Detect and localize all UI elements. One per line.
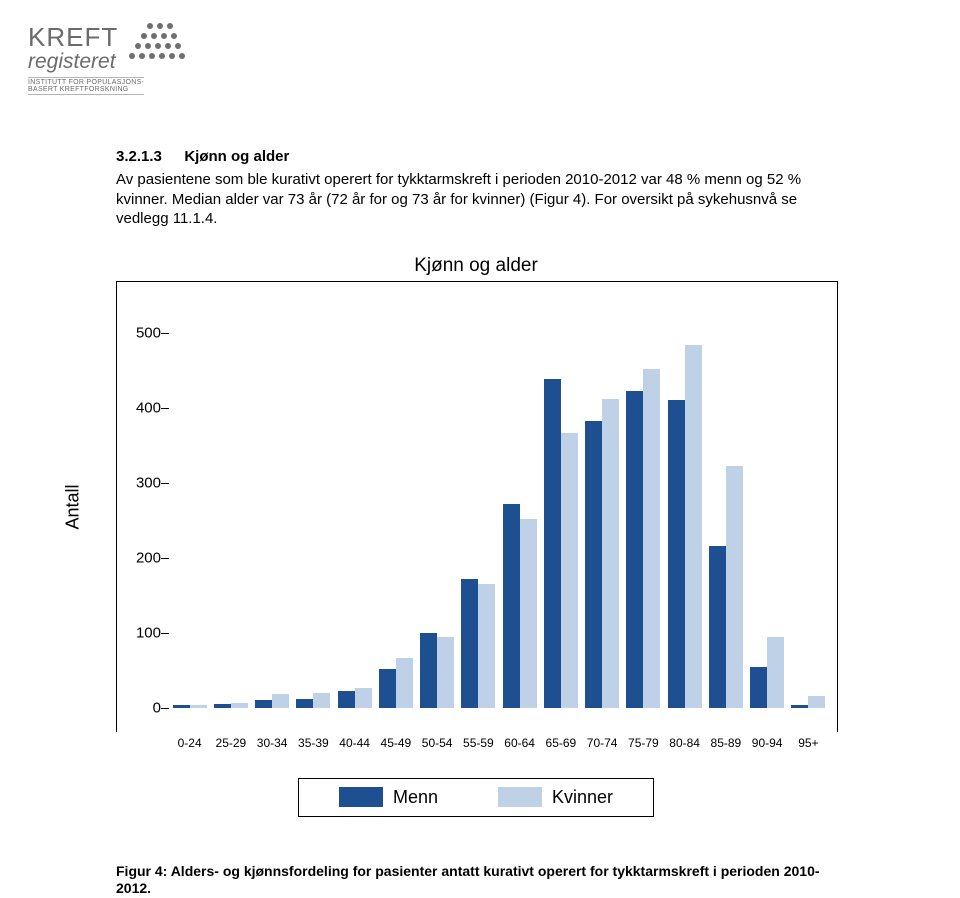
- ytick-label: 400: [121, 399, 161, 416]
- bar-menn: [255, 700, 272, 707]
- bar-menn: [214, 704, 231, 708]
- bar-menn: [338, 691, 355, 707]
- bar-kvinner: [767, 637, 784, 707]
- figure-caption: Figur 4: Alders- og kjønnsfordeling for …: [116, 863, 836, 898]
- legend-swatch-menn: [339, 787, 383, 807]
- xtick-label: 25-29: [216, 736, 247, 750]
- xtick-label: 45-49: [381, 736, 412, 750]
- xtick-label: 70-74: [587, 736, 618, 750]
- xtick-label: 90-94: [752, 736, 783, 750]
- logo-tagline: INSTITUTT FOR POPULASJONS-BASERT KREFTFO…: [28, 77, 144, 95]
- xtick-label: 40-44: [339, 736, 370, 750]
- bar-kvinner: [602, 399, 619, 708]
- section-number: 3.2.1.3: [116, 148, 162, 165]
- bar-menn: [750, 667, 767, 707]
- legend-item-kvinner: Kvinner: [498, 787, 613, 808]
- xtick-label: 50-54: [422, 736, 453, 750]
- chart-legend: Menn Kvinner: [298, 778, 654, 817]
- bar-kvinner: [561, 433, 578, 707]
- section-title: Kjønn og alder: [184, 148, 289, 165]
- ytick-label: 0: [121, 699, 161, 716]
- bar-kvinner: [685, 345, 702, 708]
- bar-menn: [296, 699, 313, 708]
- chart-title: Kjønn og alder: [116, 255, 836, 277]
- xtick-label: 35-39: [298, 736, 329, 750]
- bar-kvinner: [231, 703, 248, 707]
- xtick-label: 65-69: [546, 736, 577, 750]
- bar-menn: [709, 546, 726, 708]
- bar-kvinner: [355, 688, 372, 707]
- bar-menn: [626, 391, 643, 707]
- bar-kvinner: [478, 584, 495, 708]
- bar-menn: [503, 504, 520, 708]
- xtick-label: 85-89: [711, 736, 742, 750]
- bar-menn: [420, 633, 437, 708]
- logo-line2: registeret: [28, 51, 118, 73]
- legend-swatch-kvinner: [498, 787, 542, 807]
- xtick-label: 30-34: [257, 736, 288, 750]
- logo-dots-icon: [126, 18, 196, 69]
- section-heading: 3.2.1.3 Kjønn og alder: [116, 148, 836, 166]
- xtick-label: 60-64: [504, 736, 535, 750]
- ytick-label: 300: [121, 474, 161, 491]
- bar-kvinner: [313, 693, 330, 708]
- bar-menn: [461, 579, 478, 708]
- chart: 0100200300400500 0-2425-2930-3435-3940-4…: [116, 281, 838, 732]
- bar-menn: [544, 379, 561, 707]
- ytick-label: 200: [121, 549, 161, 566]
- bar-kvinner: [520, 519, 537, 708]
- logo-line1: KREFT: [28, 24, 118, 51]
- bar-menn: [585, 421, 602, 707]
- xtick-label: 0-24: [178, 736, 202, 750]
- bar-kvinner: [396, 658, 413, 707]
- logo: KREFT registeret INSTITUTT FOR POPULASJO…: [28, 18, 248, 96]
- bar-kvinner: [190, 705, 207, 708]
- legend-item-menn: Menn: [339, 787, 438, 808]
- xtick-label: 95+: [798, 736, 818, 750]
- chart-ylabel: Antall: [63, 484, 84, 529]
- bar-kvinner: [643, 369, 660, 708]
- xtick-label: 55-59: [463, 736, 494, 750]
- bar-kvinner: [808, 696, 825, 708]
- bar-kvinner: [272, 694, 289, 707]
- bar-menn: [668, 400, 685, 707]
- legend-label-kvinner: Kvinner: [552, 787, 613, 808]
- ytick-label: 500: [121, 324, 161, 341]
- section-body: Av pasientene som ble kurativt operert f…: [116, 170, 836, 229]
- bar-menn: [173, 705, 190, 707]
- xtick-label: 75-79: [628, 736, 659, 750]
- bar-menn: [791, 705, 808, 708]
- legend-label-menn: Menn: [393, 787, 438, 808]
- bar-kvinner: [437, 637, 454, 707]
- bar-kvinner: [726, 466, 743, 707]
- xtick-label: 80-84: [669, 736, 700, 750]
- ytick-label: 100: [121, 624, 161, 641]
- bar-menn: [379, 669, 396, 708]
